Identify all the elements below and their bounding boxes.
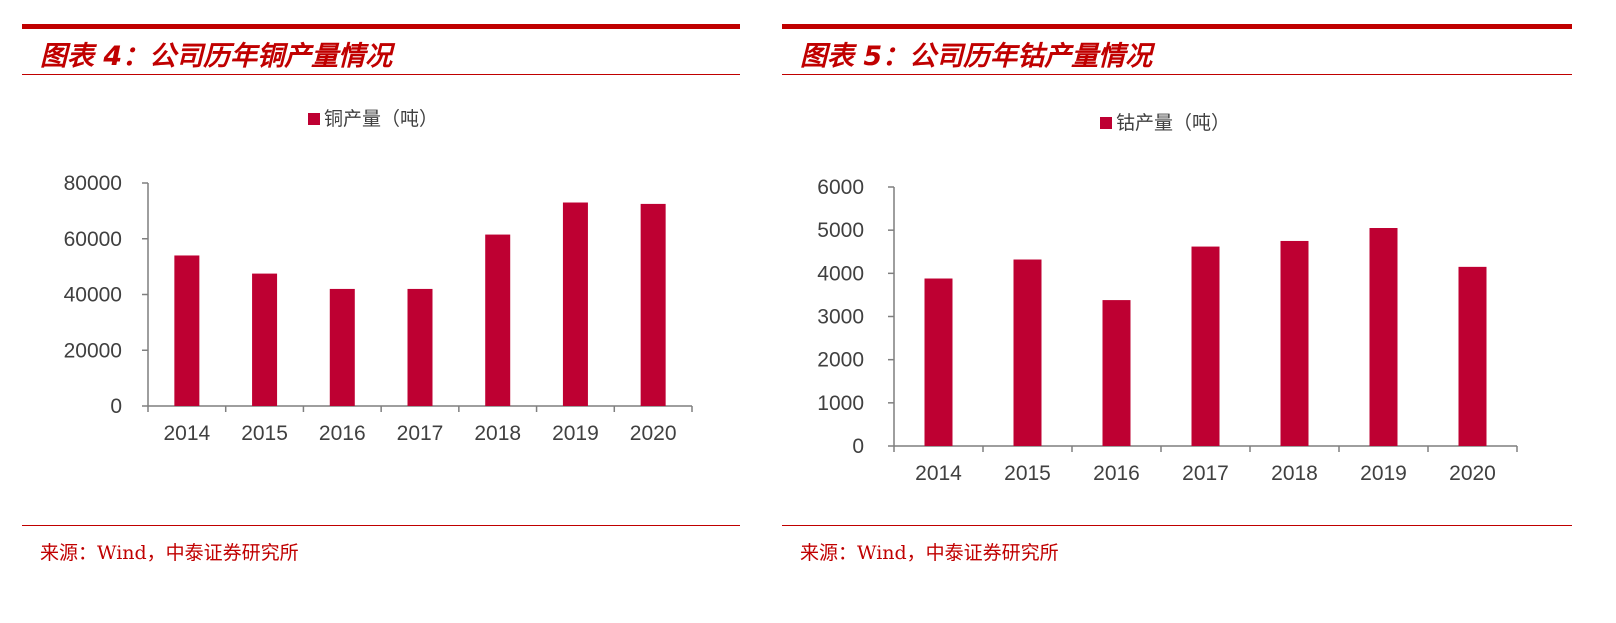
x-tick-label: 2020 xyxy=(1449,462,1496,485)
x-tick-label: 2018 xyxy=(474,422,521,445)
figure-panel-copper: 图表 4：公司历年铜产量情况 铜产量（吨） 0 20000 40000 60000 800… xyxy=(0,0,740,600)
bar-2016 xyxy=(329,288,355,406)
bar-2017 xyxy=(407,288,433,406)
legend-label: 钴产量（吨） xyxy=(1116,112,1230,134)
x-tick-label: 2015 xyxy=(1004,462,1051,485)
x-tick-label: 2014 xyxy=(163,422,210,445)
figure-panel-cobalt: 图表 5：公司历年钴产量情况 钴产量（吨） 0 1000 2000 3000 4000 50… xyxy=(782,0,1572,600)
y-tick-label: 60000 xyxy=(64,228,122,251)
bar-2018 xyxy=(485,234,511,406)
x-tick-label: 2015 xyxy=(241,422,288,445)
x-tick-label: 2017 xyxy=(397,422,444,445)
source-note: 来源：Wind，中泰证券研究所 xyxy=(800,542,1059,564)
x-tick-label: 2017 xyxy=(1182,462,1229,485)
top-rule xyxy=(782,24,1572,29)
y-tick-label: 0 xyxy=(110,395,122,418)
bar-2019 xyxy=(562,202,588,406)
y-tick-label: 1000 xyxy=(817,392,864,415)
x-tick-label: 2018 xyxy=(1271,462,1318,485)
y-tick-label: 20000 xyxy=(64,339,122,362)
legend-label: 铜产量（吨） xyxy=(324,108,438,130)
bar-2015 xyxy=(1013,259,1042,446)
x-tick-label: 2016 xyxy=(319,422,366,445)
bar-2015 xyxy=(252,273,278,406)
x-tick-label: 2016 xyxy=(1093,462,1140,485)
copper-bar-chart: 铜产量（吨） 0 20000 40000 60000 80000 2014 2015 2016 2… xyxy=(64,108,693,445)
y-tick-label: 4000 xyxy=(817,262,864,285)
x-tick-label: 2019 xyxy=(1360,462,1407,485)
top-rule xyxy=(22,24,740,29)
source-note: 来源：Wind，中泰证券研究所 xyxy=(40,542,299,564)
bar-2020 xyxy=(640,203,666,406)
figure-title: 图表 4：公司历年铜产量情况 xyxy=(40,41,393,72)
y-tick-label: 80000 xyxy=(64,172,122,195)
bar-2019 xyxy=(1369,228,1398,446)
y-tick-label: 6000 xyxy=(817,176,864,199)
x-tick-label: 2014 xyxy=(915,462,962,485)
legend-swatch xyxy=(308,113,320,125)
x-tick-label: 2019 xyxy=(552,422,599,445)
y-tick-label: 0 xyxy=(852,435,864,458)
legend: 钴产量（吨） xyxy=(1100,112,1230,134)
bar-2017 xyxy=(1191,246,1220,446)
title-rule xyxy=(22,74,740,75)
legend: 铜产量（吨） xyxy=(308,108,438,130)
bar-2014 xyxy=(924,278,953,446)
y-tick-label: 3000 xyxy=(817,306,864,329)
title-rule xyxy=(782,74,1572,75)
bar-2016 xyxy=(1102,300,1131,446)
y-tick-label: 5000 xyxy=(817,219,864,242)
figure-title: 图表 5：公司历年钴产量情况 xyxy=(800,41,1153,72)
bar-2020 xyxy=(1458,266,1487,446)
y-tick-label: 2000 xyxy=(817,349,864,372)
y-tick-label: 40000 xyxy=(64,284,122,307)
cobalt-bar-chart: 钴产量（吨） 0 1000 2000 3000 4000 5000 6000 2014 2015 2… xyxy=(817,112,1518,485)
x-tick-label: 2020 xyxy=(630,422,677,445)
bottom-rule xyxy=(22,525,740,526)
legend-swatch xyxy=(1100,117,1112,129)
bottom-rule xyxy=(782,525,1572,526)
bar-2014 xyxy=(174,255,200,406)
bar-2018 xyxy=(1280,240,1309,446)
